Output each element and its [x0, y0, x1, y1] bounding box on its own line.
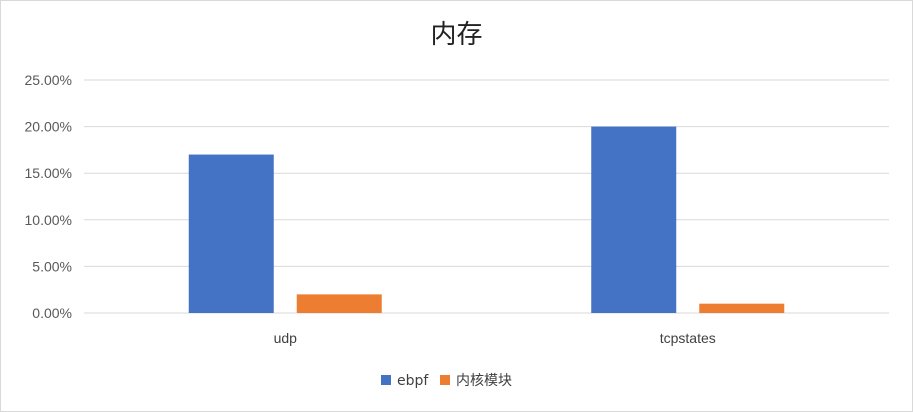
y-tick-label: 5.00% [32, 258, 72, 274]
x-category-label: tcpstates [660, 330, 716, 346]
y-axis-ticks: 0.00% 5.00% 10.00% 15.00% 20.00% 25.00% [25, 72, 72, 321]
x-axis-categories: udp tcpstates [274, 330, 716, 346]
bar-kernel-module-tcpstates [699, 303, 785, 313]
chart-title: 内存 [430, 20, 483, 50]
legend-label: 内核模块 [456, 373, 512, 389]
bar-ebpf-udp [188, 154, 274, 313]
legend-swatch [381, 375, 391, 385]
legend: ebpf 内核模块 [381, 373, 512, 389]
y-tick-label: 20.00% [25, 119, 72, 135]
legend-swatch [440, 375, 450, 385]
x-category-label: udp [274, 330, 298, 346]
bar-ebpf-tcpstates [591, 126, 677, 313]
y-tick-label: 25.00% [25, 72, 72, 88]
legend-label: ebpf [397, 373, 429, 389]
bars [188, 126, 785, 313]
y-tick-label: 10.00% [25, 212, 72, 228]
y-tick-label: 15.00% [25, 165, 72, 181]
bar-kernel-module-udp [296, 294, 382, 313]
y-tick-label: 0.00% [32, 305, 72, 321]
